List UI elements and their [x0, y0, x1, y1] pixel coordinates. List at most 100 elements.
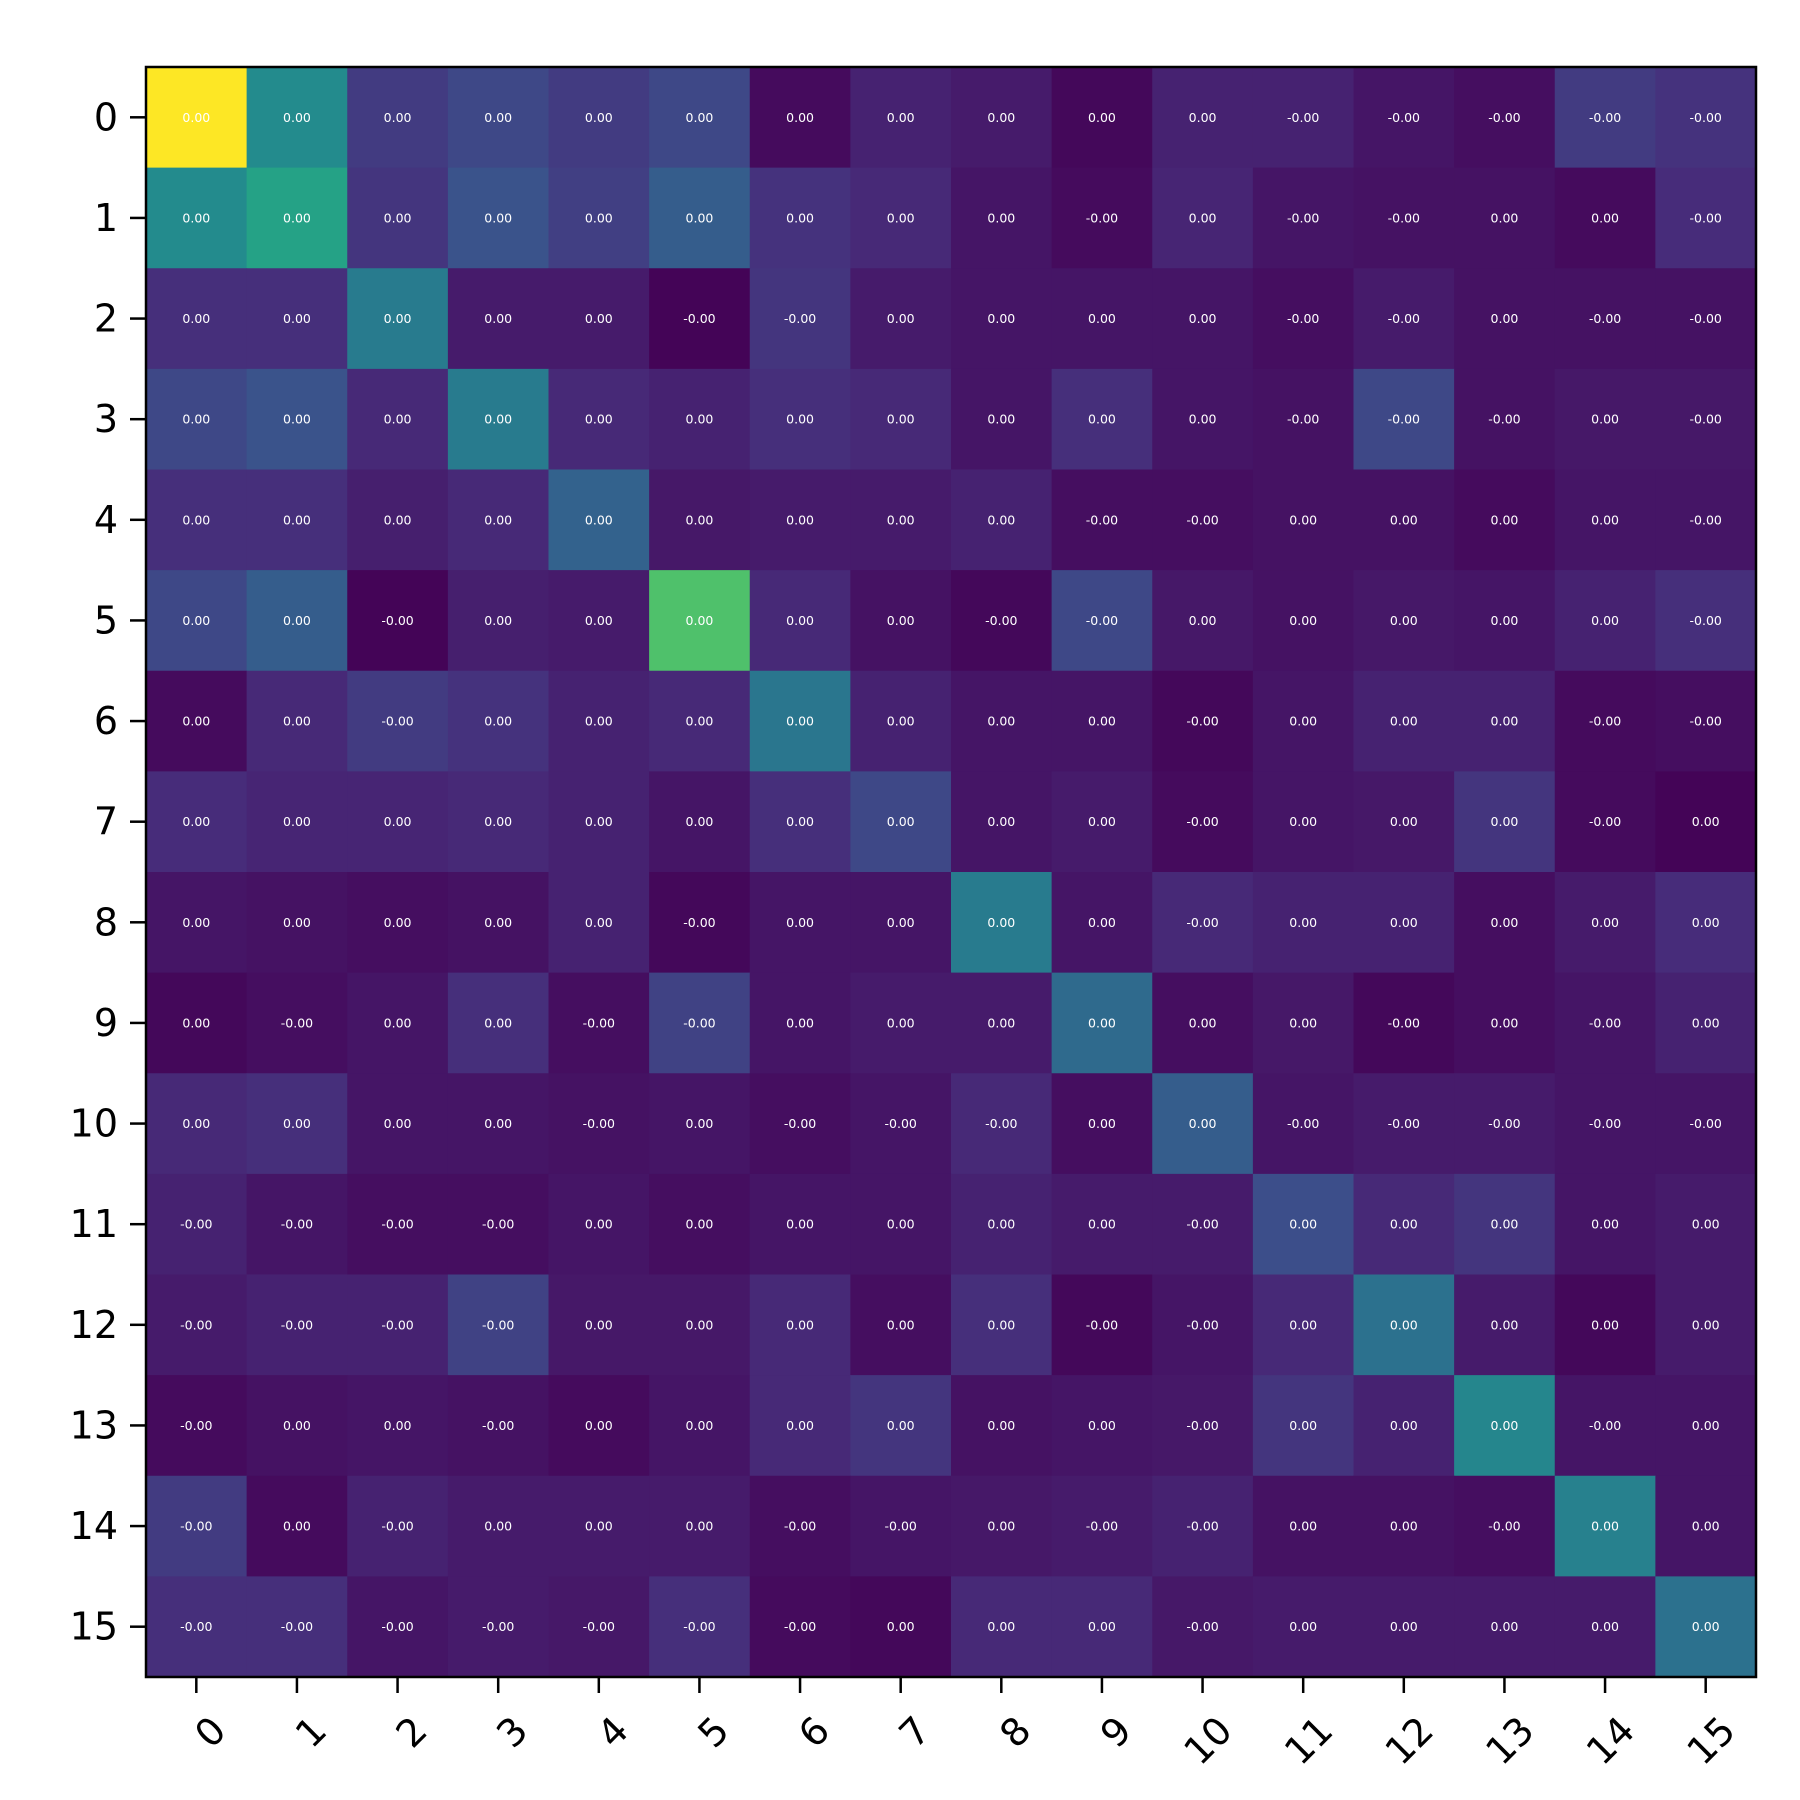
heatmap-cell-4-7	[850, 469, 952, 571]
heatmap-cell-0-12	[1353, 67, 1455, 169]
heatmap-cell-4-2	[347, 469, 449, 571]
x-tick-label-6: 6	[790, 1708, 838, 1756]
cell-value-label-8-13: 0.00	[1491, 915, 1519, 930]
cell-value-label-13-9: 0.00	[1088, 1418, 1116, 1433]
y-tick-label-2: 2	[94, 297, 118, 341]
heatmap-cell-0-13	[1454, 67, 1556, 169]
cell-value-label-9-9: 0.00	[1088, 1015, 1116, 1030]
cell-value-label-6-4: 0.00	[585, 714, 613, 729]
heatmap-cell-2-1	[246, 268, 348, 370]
cell-value-label-3-12: -0.00	[1388, 412, 1420, 427]
heatmap-cell-6-9	[1051, 670, 1153, 772]
cell-value-label-8-12: 0.00	[1390, 915, 1418, 930]
cell-value-label-12-12: 0.00	[1390, 1317, 1418, 1332]
cell-value-label-8-14: 0.00	[1591, 915, 1619, 930]
cell-value-label-5-5: 0.00	[686, 613, 714, 628]
cell-value-label-15-0: -0.00	[180, 1619, 212, 1634]
cell-value-label-3-10: 0.00	[1189, 412, 1217, 427]
heatmap-cell-14-3	[447, 1475, 549, 1577]
heatmap-cell-7-12	[1353, 771, 1455, 873]
cell-value-label-1-4: 0.00	[585, 210, 613, 225]
heatmap-cell-13-14	[1554, 1375, 1656, 1477]
heatmap-cell-9-11	[1252, 972, 1354, 1074]
heatmap-cell-8-7	[850, 872, 952, 974]
heatmap-cell-6-5	[649, 670, 751, 772]
cell-value-label-8-2: 0.00	[384, 915, 412, 930]
cell-value-label-5-10: 0.00	[1189, 613, 1217, 628]
heatmap-cell-10-8	[951, 1073, 1053, 1175]
cell-value-label-3-3: 0.00	[484, 412, 512, 427]
cell-value-label-10-7: -0.00	[885, 1116, 917, 1131]
x-tick-label-15: 15	[1679, 1708, 1744, 1773]
cell-value-label-1-8: 0.00	[987, 210, 1015, 225]
heatmap-cell-10-9	[1051, 1073, 1153, 1175]
cell-value-label-9-11: 0.00	[1289, 1015, 1317, 1030]
cell-value-label-13-12: 0.00	[1390, 1418, 1418, 1433]
heatmap-cell-11-10	[1152, 1173, 1254, 1275]
cell-value-label-14-1: 0.00	[283, 1519, 311, 1534]
cell-value-label-8-11: 0.00	[1289, 915, 1317, 930]
cell-value-label-3-8: 0.00	[987, 412, 1015, 427]
heatmap-cell-4-5	[649, 469, 751, 571]
heatmap-cell-14-0	[146, 1475, 248, 1577]
heatmap-cell-4-11	[1252, 469, 1354, 571]
heatmap-cell-9-8	[951, 972, 1053, 1074]
heatmap-cell-12-2	[347, 1274, 449, 1376]
cell-value-label-11-11: 0.00	[1289, 1217, 1317, 1232]
x-tick-label-7: 7	[891, 1708, 939, 1756]
cell-value-label-14-9: -0.00	[1086, 1519, 1118, 1534]
heatmap-cell-13-5	[649, 1375, 751, 1477]
y-tick-label-0: 0	[94, 95, 118, 139]
heatmap-cell-6-3	[447, 670, 549, 772]
heatmap-cell-2-14	[1554, 268, 1656, 370]
cell-value-label-7-5: 0.00	[686, 814, 714, 829]
cell-value-label-2-7: 0.00	[887, 311, 915, 326]
heatmap-cell-11-0	[146, 1173, 248, 1275]
cell-value-label-9-7: 0.00	[887, 1015, 915, 1030]
cell-value-label-7-15: 0.00	[1692, 814, 1720, 829]
heatmap-cell-15-12	[1353, 1576, 1455, 1678]
heatmap-cell-14-1	[246, 1475, 348, 1577]
cell-value-label-0-14: -0.00	[1589, 110, 1621, 125]
cell-value-label-3-4: 0.00	[585, 412, 613, 427]
cell-value-label-8-15: 0.00	[1692, 915, 1720, 930]
heatmap-cell-1-3	[447, 167, 549, 269]
cell-value-label-5-13: 0.00	[1491, 613, 1519, 628]
cell-value-label-10-10: 0.00	[1189, 1116, 1217, 1131]
heatmap-cell-0-7	[850, 67, 952, 169]
heatmap-cell-5-1	[246, 570, 348, 672]
cell-value-label-14-2: -0.00	[381, 1519, 413, 1534]
heatmap-cell-13-2	[347, 1375, 449, 1477]
cell-value-label-13-11: 0.00	[1289, 1418, 1317, 1433]
heatmap-cell-12-11	[1252, 1274, 1354, 1376]
heatmap-cell-12-5	[649, 1274, 751, 1376]
heatmap-cell-1-6	[749, 167, 851, 269]
cell-value-label-9-5: -0.00	[683, 1015, 715, 1030]
y-tick-label-15: 15	[70, 1605, 118, 1649]
cell-value-label-0-6: 0.00	[786, 110, 814, 125]
x-tick-label-4: 4	[589, 1708, 637, 1756]
heatmap-cell-6-13	[1454, 670, 1556, 772]
cell-value-label-8-7: 0.00	[887, 915, 915, 930]
y-tick-label-8: 8	[94, 900, 118, 944]
cell-value-label-13-14: -0.00	[1589, 1418, 1621, 1433]
heatmap-cell-8-6	[749, 872, 851, 974]
cell-value-label-7-11: 0.00	[1289, 814, 1317, 829]
cell-value-label-11-6: 0.00	[786, 1217, 814, 1232]
cell-value-label-5-8: -0.00	[985, 613, 1017, 628]
heatmap-cell-6-1	[246, 670, 348, 772]
heatmap-cell-15-7	[850, 1576, 952, 1678]
cell-value-label-11-1: -0.00	[281, 1217, 313, 1232]
cell-value-label-9-6: 0.00	[786, 1015, 814, 1030]
heatmap-cell-15-13	[1454, 1576, 1556, 1678]
heatmap-cell-3-12	[1353, 368, 1455, 470]
heatmap-cell-1-12	[1353, 167, 1455, 269]
heatmap-cell-15-10	[1152, 1576, 1254, 1678]
cell-value-label-7-3: 0.00	[484, 814, 512, 829]
heatmap-cell-3-1	[246, 368, 348, 470]
cell-value-label-12-2: -0.00	[381, 1317, 413, 1332]
heatmap-cell-14-7	[850, 1475, 952, 1577]
cell-value-label-5-3: 0.00	[484, 613, 512, 628]
cell-value-label-12-4: 0.00	[585, 1317, 613, 1332]
heatmap-cell-12-6	[749, 1274, 851, 1376]
